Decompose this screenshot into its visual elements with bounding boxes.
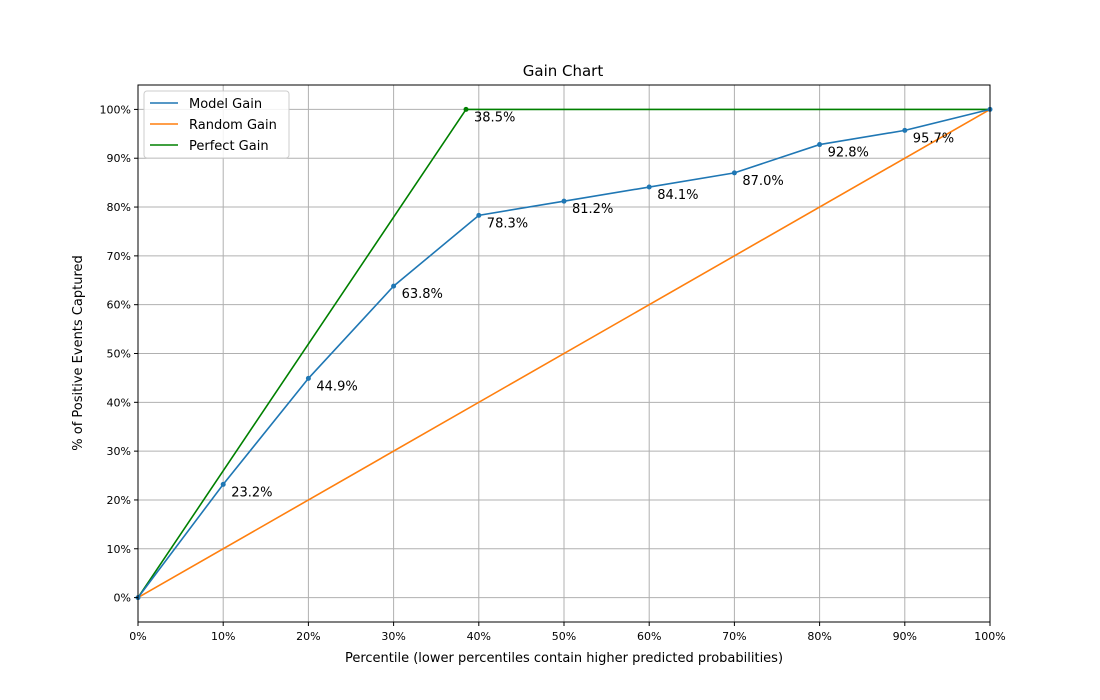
annotations-layer: 23.2% 44.9% 63.8% 78.3% 81.2% 84.1% 87.0% 92.8%… — [231, 106, 954, 500]
x-tick-label: 30% — [381, 630, 405, 643]
legend-label-random-gain: Random Gain — [189, 118, 277, 133]
model-gain-point — [646, 184, 652, 190]
x-tick-label: 60% — [637, 630, 661, 643]
legend-box — [143, 90, 290, 159]
data-label: 92.8% — [828, 146, 869, 161]
y-tick-label: 10% — [107, 543, 131, 556]
annotation-point — [463, 106, 469, 112]
x-tick-label: 50% — [552, 630, 576, 643]
data-label: 44.9% — [316, 379, 357, 394]
legend: Model Gain Random Gain Perfect Gain — [143, 90, 290, 159]
x-tick-label: 0% — [129, 630, 146, 643]
y-tick-label: 70% — [107, 250, 131, 263]
y-tick-label: 40% — [107, 396, 131, 409]
legend-label-perfect-gain: Perfect Gain — [189, 139, 269, 154]
y-tick-label: 80% — [107, 201, 131, 214]
model-gain-point — [305, 375, 311, 381]
data-label: 78.3% — [487, 216, 528, 231]
model-gain-point — [391, 283, 397, 289]
legend-label-model-gain: Model Gain — [189, 97, 262, 112]
data-label: 95.7% — [913, 131, 954, 146]
data-label: 63.8% — [402, 287, 443, 302]
y-axis-label: % of Positive Events Captured — [71, 255, 86, 450]
model-gain-point — [476, 212, 482, 218]
model-gain-point — [817, 142, 823, 148]
x-axis: 0% 10% 20% 30% 40% 50% 60% 70% 80% 90% 100% — [129, 622, 1006, 643]
y-tick-label: 50% — [107, 348, 131, 361]
data-label: 84.1% — [657, 188, 698, 203]
model-gain-point — [902, 127, 908, 133]
x-axis-label: Percentile (lower percentiles contain hi… — [345, 651, 783, 666]
x-tick-label: 20% — [296, 630, 320, 643]
x-tick-label: 100% — [974, 630, 1005, 643]
y-tick-label: 90% — [107, 152, 131, 165]
chart-title: Gain Chart — [523, 62, 604, 80]
data-label: 38.5% — [474, 110, 515, 125]
x-tick-label: 10% — [211, 630, 235, 643]
y-axis: 0% 10% 20% 30% 40% 50% 60% 70% 80% 90% 100% — [100, 103, 138, 605]
x-tick-label: 70% — [722, 630, 746, 643]
y-tick-label: 30% — [107, 445, 131, 458]
x-tick-label: 40% — [467, 630, 491, 643]
model-gain-point — [731, 170, 737, 176]
y-tick-label: 0% — [114, 592, 131, 605]
x-tick-label: 90% — [893, 630, 917, 643]
random-gain-line — [137, 108, 991, 599]
data-label: 81.2% — [572, 202, 613, 217]
x-tick-label: 80% — [807, 630, 831, 643]
model-gain-point — [220, 481, 226, 487]
y-tick-label: 100% — [100, 103, 131, 116]
y-tick-label: 60% — [107, 299, 131, 312]
data-label: 87.0% — [742, 174, 783, 189]
data-label: 23.2% — [231, 485, 272, 500]
model-gain-point — [561, 198, 567, 204]
y-tick-label: 20% — [107, 494, 131, 507]
